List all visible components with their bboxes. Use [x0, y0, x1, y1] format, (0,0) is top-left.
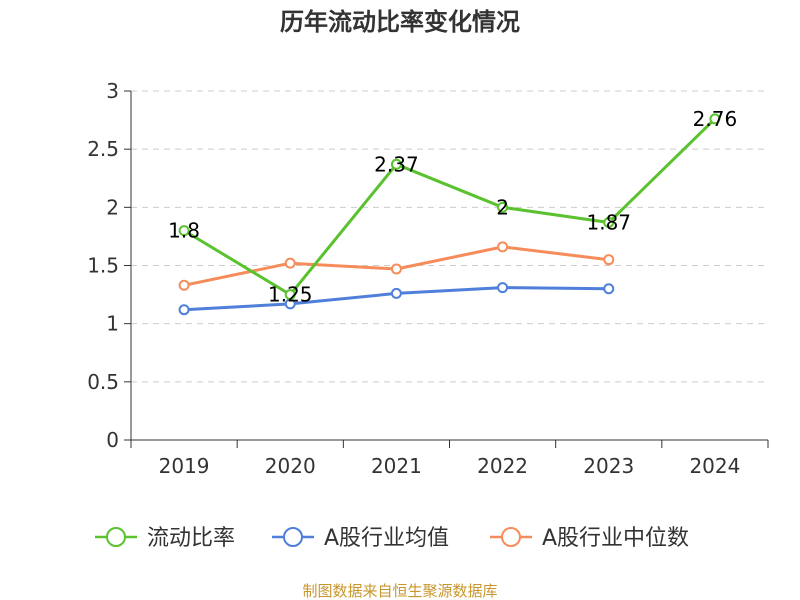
legend-label: A股行业均值: [324, 526, 449, 551]
legend-marker: [283, 527, 303, 547]
y-tick-label: 2.5: [87, 137, 119, 161]
data-point: [284, 257, 296, 269]
data-point: [709, 113, 721, 125]
data-point: [497, 201, 509, 213]
y-tick-label: 0.5: [87, 370, 119, 394]
data-label: 1.8: [168, 219, 200, 243]
x-tick-label: 2024: [689, 454, 740, 478]
y-tick-label: 0: [106, 428, 119, 452]
x-tick-label: 2019: [159, 454, 210, 478]
legend-marker: [106, 527, 126, 547]
data-point: [497, 241, 509, 253]
x-tick-label: 2022: [477, 454, 528, 478]
x-tick-label: 2020: [265, 454, 316, 478]
legend[interactable]: 流动比率 A股行业均值 A股行业中位数: [95, 526, 689, 551]
series-group: [178, 113, 721, 316]
data-point: [178, 304, 190, 316]
data-point: [178, 225, 190, 237]
data-label: 2.37: [374, 152, 419, 176]
data-labels: 1.8 1.25 2.37 2 1.87 2.76: [168, 107, 737, 307]
data-label: 1.25: [268, 283, 313, 307]
legend-label: 流动比率: [147, 526, 235, 551]
data-point: [497, 282, 509, 294]
data-point: [178, 279, 190, 291]
data-label: 1.87: [586, 210, 631, 234]
data-label: 2: [496, 195, 509, 219]
data-point: [390, 287, 402, 299]
y-tick-label: 2: [106, 195, 119, 219]
data-point: [603, 254, 615, 266]
data-point: [603, 283, 615, 295]
legend-marker: [501, 527, 521, 547]
data-point: [603, 216, 615, 228]
data-point: [390, 263, 402, 275]
y-tick-label: 3: [106, 79, 119, 103]
gridlines: [131, 90, 768, 383]
data-point: [390, 158, 402, 170]
x-tick-label: 2021: [371, 454, 422, 478]
data-point: [284, 289, 296, 301]
axes: 0 0.5 1 1.5 2 2.5 3 2019 2020 2021 2022 2023 2024: [87, 79, 769, 478]
legend-label: A股行业中位数: [542, 526, 689, 551]
data-label: 2.76: [693, 107, 738, 131]
chart-title: 历年流动比率变化情况: [280, 8, 520, 36]
series-line: [183, 117, 716, 297]
y-tick-label: 1.5: [87, 254, 119, 278]
x-tick-label: 2023: [583, 454, 634, 478]
source-note: 制图数据来自恒生聚源数据库: [302, 582, 497, 600]
y-tick-label: 1: [106, 312, 119, 336]
